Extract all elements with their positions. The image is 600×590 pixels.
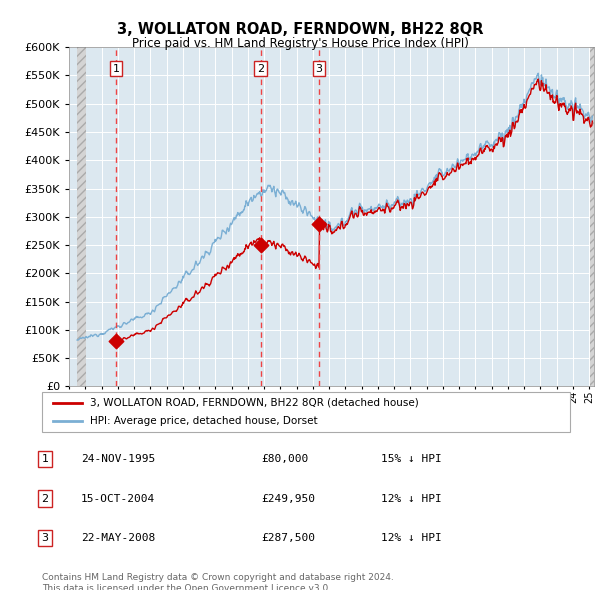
Text: Contains HM Land Registry data © Crown copyright and database right 2024.
This d: Contains HM Land Registry data © Crown c… (42, 573, 394, 590)
Text: 22-MAY-2008: 22-MAY-2008 (81, 533, 155, 543)
Text: 1: 1 (41, 454, 49, 464)
Text: £249,950: £249,950 (261, 494, 315, 503)
Text: 2: 2 (257, 64, 264, 74)
Text: 3, WOLLATON ROAD, FERNDOWN, BH22 8QR (detached house): 3, WOLLATON ROAD, FERNDOWN, BH22 8QR (de… (89, 398, 418, 408)
Text: 1: 1 (113, 64, 119, 74)
Text: 12% ↓ HPI: 12% ↓ HPI (381, 533, 442, 543)
Text: 15-OCT-2004: 15-OCT-2004 (81, 494, 155, 503)
Text: 3: 3 (41, 533, 49, 543)
Point (112, 336, 121, 346)
Text: 24-NOV-1995: 24-NOV-1995 (81, 454, 155, 464)
Text: 2: 2 (41, 494, 49, 503)
Text: HPI: Average price, detached house, Dorset: HPI: Average price, detached house, Dors… (89, 416, 317, 426)
Text: £80,000: £80,000 (261, 454, 308, 464)
FancyBboxPatch shape (42, 392, 570, 432)
Text: 3: 3 (316, 64, 322, 74)
Text: 12% ↓ HPI: 12% ↓ HPI (381, 494, 442, 503)
Text: Price paid vs. HM Land Registry's House Price Index (HPI): Price paid vs. HM Land Registry's House … (131, 37, 469, 50)
Point (256, 240, 265, 250)
Text: 3, WOLLATON ROAD, FERNDOWN, BH22 8QR: 3, WOLLATON ROAD, FERNDOWN, BH22 8QR (117, 22, 483, 37)
Point (314, 219, 324, 228)
Text: 15% ↓ HPI: 15% ↓ HPI (381, 454, 442, 464)
Bar (77, 47, 86, 386)
Text: £287,500: £287,500 (261, 533, 315, 543)
Bar (590, 47, 595, 386)
